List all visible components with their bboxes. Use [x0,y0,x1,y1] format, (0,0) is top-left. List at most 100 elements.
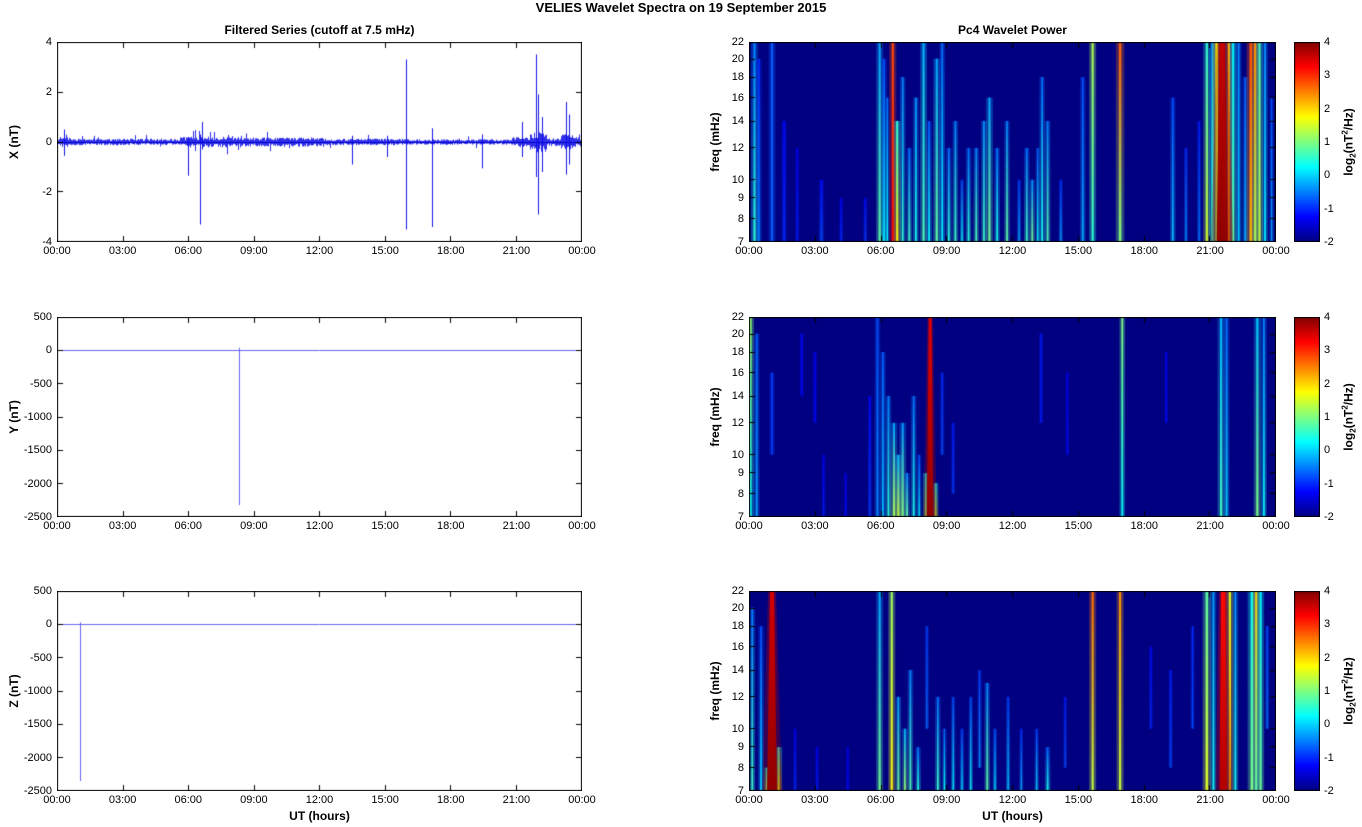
figure-title: VELIES Wavelet Spectra on 19 September 2… [535,0,827,15]
x-tick-label: 21:00 [1196,794,1224,806]
x-tick-label: 15:00 [1064,794,1093,806]
x-tick-label: 09:00 [240,520,268,532]
y-tick-label: 12 [731,416,744,429]
colorbar-tick-label: 3 [1324,69,1331,82]
x-tick-label: 18:00 [1130,245,1159,257]
y-tick-label: 500 [33,311,52,323]
z-filtered-series-plot-canvas [57,591,582,791]
x-tick-label: 21:00 [1196,245,1224,257]
y-tick-label: 7 [737,236,744,248]
colorbar-tick-label: 3 [1324,344,1331,357]
x-tick-label: 06:00 [866,245,895,257]
y-filtered-series-plot-canvas [57,317,582,517]
x-axis-label: UT (hours) [289,809,350,823]
x-tick-label: 09:00 [240,245,268,257]
y-tick-label: 0 [45,618,52,631]
y-tick-label: 4 [45,36,52,48]
x-tick-label: 03:00 [108,520,137,532]
y-axis-label: freq (mHz) [708,387,722,447]
x-tick-label: 12:00 [305,794,334,806]
y-tick-label: 18 [731,620,744,633]
y-tick-label: 2 [45,86,52,98]
colorbar-tick-label: -1 [1324,202,1334,215]
y-tick-label: 10 [731,448,744,461]
x-tick-label: 00:00 [735,794,763,806]
x-tick-label: 00:00 [43,520,71,532]
colorbar-tick-label: 1 [1324,136,1331,148]
x-tick-label: 00:00 [568,520,596,532]
x-tick-label: 15:00 [371,245,399,257]
colorbar-tick-label: -2 [1324,785,1334,797]
y-axis-label: X (nT) [7,125,21,159]
y-tick-label: 20 [731,601,744,614]
x-tick-label: 15:00 [1064,520,1093,532]
y-axis-label: freq (mHz) [708,661,722,721]
x-tick-label: 15:00 [371,794,399,806]
y-tick-label: 0 [45,344,52,357]
x-tick-label: 06:00 [174,520,203,532]
x-tick-label: 00:00 [1262,520,1290,532]
x-tick-label: 03:00 [801,245,829,257]
colorbar-tick-label: 4 [1324,585,1331,597]
x-tick-label: 21:00 [1196,520,1224,532]
y-tick-label: -500 [29,377,52,390]
z-wavelet-power-plot-canvas [749,591,1276,791]
y-axis-label: Z (nT) [7,674,21,708]
y-tick-label: 10 [731,173,744,186]
x-tick-label: 00:00 [1262,794,1290,806]
y-tick-label: -2500 [23,785,52,797]
x-tick-label: 06:00 [866,794,895,806]
x-tick-label: 18:00 [436,520,465,532]
colorbar-tick-label: -2 [1324,236,1334,248]
x-tick-label: 18:00 [436,245,465,257]
y-tick-label: 8 [737,487,744,500]
x-tick-label: 12:00 [998,794,1027,806]
colorbar-tick-label: -1 [1324,751,1334,764]
y-tick-label: 500 [33,585,52,597]
y-tick-label: 18 [731,346,744,359]
x-tick-label: 21:00 [502,245,531,257]
x-tick-label: 18:00 [436,794,465,806]
colorbar-label: log2(nT2/Hz) [1340,657,1358,725]
colorbar-label: log2(nT2/Hz) [1340,108,1358,176]
panel-title: Filtered Series (cutoff at 7.5 mHz) [224,23,415,37]
colorbar-tick-label: -1 [1324,477,1334,490]
y-tick-label: 7 [737,511,744,523]
colorbar-tick-label: 0 [1324,718,1331,731]
x-tick-label: 00:00 [43,794,71,806]
y-axis-label: Y (nT) [7,400,21,434]
x-tick-label: 21:00 [502,794,531,806]
x-tick-label: 06:00 [866,520,895,532]
colorbar-tick-label: 3 [1324,618,1331,631]
colorbar [1294,591,1320,791]
x-tick-label: 03:00 [108,245,137,257]
x-tick-label: 03:00 [801,520,829,532]
colorbar-tick-label: 2 [1324,102,1331,115]
x-tick-label: 12:00 [998,520,1027,532]
y-tick-label: 22 [731,311,744,323]
x-tick-label: 00:00 [43,245,71,257]
x-tick-label: 03:00 [801,794,829,806]
colorbar-tick-label: -2 [1324,511,1334,523]
colorbar-tick-label: 0 [1324,444,1331,457]
y-tick-label: 8 [737,212,744,225]
y-tick-label: -1500 [23,718,52,731]
x-tick-label: 12:00 [305,245,334,257]
y-tick-label: 12 [731,141,744,154]
y-tick-label: 14 [731,389,744,402]
x-tick-label: 00:00 [568,245,596,257]
y-tick-label: 9 [737,192,744,205]
x-tick-label: 09:00 [240,794,268,806]
y-tick-label: 22 [731,585,744,597]
x-tick-label: 18:00 [1130,520,1159,532]
x-tick-label: 00:00 [568,794,596,806]
y-tick-label: 0 [45,136,52,148]
colorbar-tick-label: 2 [1324,651,1331,664]
colorbar-tick-label: 4 [1324,311,1331,323]
y-tick-label: 10 [731,722,744,735]
y-tick-label: 7 [737,785,744,797]
x-tick-label: 18:00 [1130,794,1159,806]
x-wavelet-power-plot-canvas [749,42,1276,242]
y-tick-label: -1000 [23,685,52,697]
y-tick-label: -1000 [23,411,52,423]
